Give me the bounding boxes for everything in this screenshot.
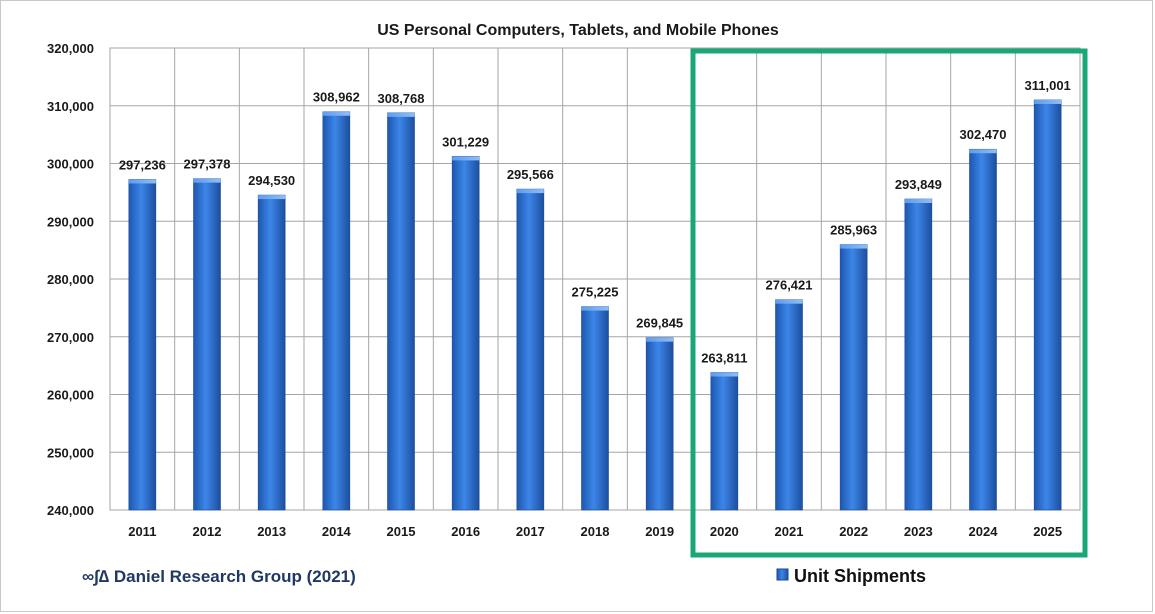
x-tick-label: 2022 [839, 524, 868, 539]
x-tick-label: 2023 [904, 524, 933, 539]
bar [193, 178, 221, 511]
bar [451, 156, 480, 511]
legend-swatch [776, 568, 789, 581]
bar-top [969, 149, 997, 154]
data-label: 311,001 [1025, 78, 1071, 93]
data-label: 301,229 [442, 134, 489, 149]
x-tick-label: 2015 [387, 524, 416, 539]
y-tick-label: 290,000 [47, 214, 94, 229]
x-tick-label: 2016 [451, 524, 480, 539]
data-label: 269,845 [636, 316, 683, 331]
bar-top [581, 306, 609, 311]
bar [645, 337, 674, 511]
bar [904, 198, 933, 511]
bar-top [128, 179, 156, 184]
data-label: 308,768 [378, 91, 425, 106]
bar [257, 194, 286, 511]
bar [128, 179, 157, 511]
bar [710, 372, 739, 511]
forecast-highlight-box [690, 48, 1088, 558]
bar-top [258, 195, 286, 200]
y-tick-label: 250,000 [47, 445, 94, 460]
y-tick-label: 260,000 [47, 388, 94, 403]
data-label: 297,236 [119, 157, 166, 172]
bar-top [193, 178, 221, 183]
x-tick-label: 2024 [969, 524, 999, 539]
legend-label: Unit Shipments [794, 566, 926, 586]
x-tick-label: 2013 [257, 524, 286, 539]
y-tick-label: 240,000 [47, 503, 94, 518]
x-tick-label: 2021 [775, 524, 804, 539]
y-tick-label: 320,000 [47, 41, 94, 56]
bar [322, 111, 351, 511]
bar-top [646, 337, 674, 342]
x-tick-label: 2012 [193, 524, 222, 539]
bar-top [840, 244, 868, 249]
bar-top [710, 372, 738, 377]
data-label: 297,378 [184, 157, 231, 172]
x-tick-label: 2018 [581, 524, 610, 539]
data-label: 285,963 [830, 223, 877, 238]
bar [387, 112, 415, 511]
bar [839, 244, 868, 511]
bar [1033, 99, 1062, 511]
data-label: 294,530 [248, 173, 295, 188]
data-label: 263,811 [701, 350, 747, 365]
y-tick-label: 300,000 [47, 157, 94, 172]
bar [775, 299, 803, 511]
bar-top [516, 189, 544, 194]
data-label: 276,421 [766, 278, 813, 293]
chart-title: US Personal Computers, Tablets, and Mobi… [377, 22, 779, 39]
data-labels: 297,236 297,378 294,530 308,962 308,768 301,2… [119, 78, 1071, 366]
bar-top [1034, 99, 1062, 104]
bar-top [322, 111, 350, 116]
legend: Unit Shipments [776, 566, 926, 586]
bar [516, 188, 545, 511]
bar [581, 306, 609, 511]
data-label: 295,566 [507, 167, 554, 182]
data-label: 302,470 [960, 127, 1007, 142]
x-tick-label: 2020 [710, 524, 739, 539]
y-tick-label: 310,000 [47, 99, 94, 114]
x-tick-label: 2025 [1033, 524, 1062, 539]
bar [969, 148, 997, 511]
y-tick-label: 280,000 [47, 272, 94, 287]
bar-top [775, 299, 803, 304]
bar-top [452, 156, 480, 161]
y-tick-label: 270,000 [47, 330, 94, 345]
bar-top [904, 199, 932, 204]
source-credit: ∞∫∆ Daniel Research Group (2021) [82, 567, 356, 586]
bar-top [387, 112, 415, 117]
data-label: 308,962 [313, 90, 360, 105]
bars [128, 99, 1062, 511]
y-axis-ticks: 240,000 250,000 260,000 270,000 280,000 290,0… [47, 41, 94, 518]
x-axis-ticks: 2011 2012 2013 2014 2015 2016 2017 2018 2019 2020… [128, 524, 1062, 539]
x-tick-label: 2011 [128, 524, 156, 539]
data-label: 275,225 [572, 285, 619, 300]
data-label: 293,849 [895, 177, 942, 192]
x-tick-label: 2017 [516, 524, 545, 539]
x-tick-label: 2019 [645, 524, 674, 539]
x-tick-label: 2014 [322, 524, 352, 539]
